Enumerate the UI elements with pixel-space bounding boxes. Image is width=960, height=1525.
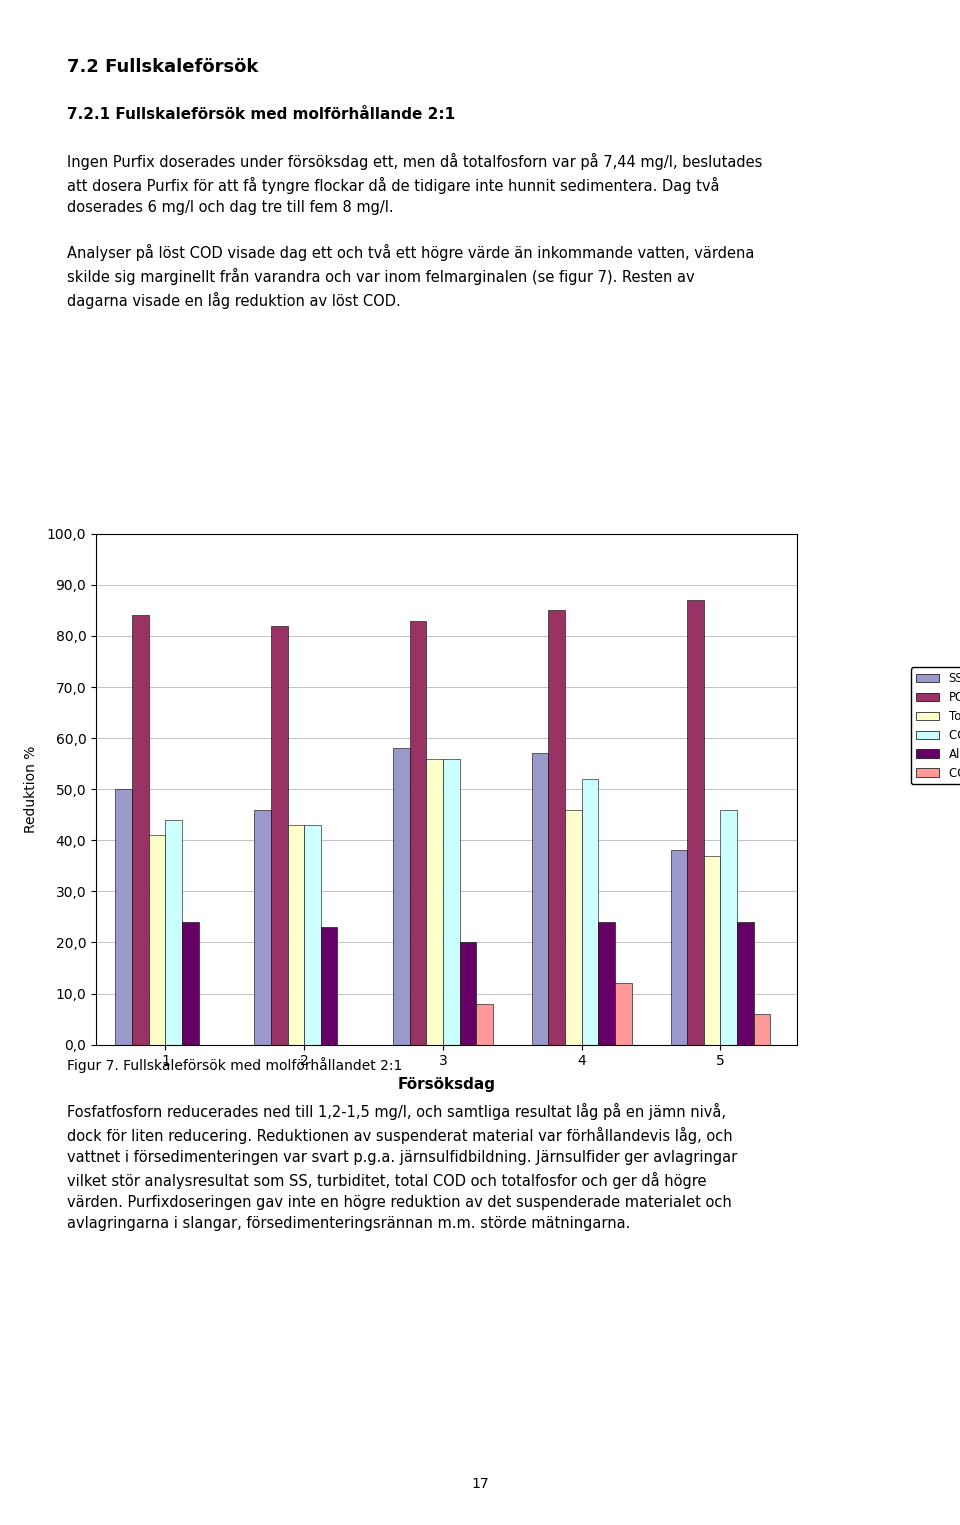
Bar [704, 856, 720, 1045]
Bar [754, 1014, 771, 1045]
Bar [737, 923, 754, 1045]
Bar [254, 810, 271, 1045]
Bar [271, 625, 287, 1045]
Bar [115, 790, 132, 1045]
Text: 17: 17 [471, 1478, 489, 1491]
Legend: SS, PO4-P, Totalfosfor, COD total, Alkalinitet, COD filt 0,45: SS, PO4-P, Totalfosfor, COD total, Alkal… [911, 668, 960, 784]
Bar [460, 942, 476, 1045]
Bar [182, 923, 199, 1045]
Bar [548, 610, 565, 1045]
Bar [426, 758, 443, 1045]
Bar [615, 984, 632, 1045]
Text: 7.2.1 Fullskaleförsök med molförhållande 2:1: 7.2.1 Fullskaleförsök med molförhållande… [67, 107, 455, 122]
Text: Fosfatfosforn reducerades ned till 1,2-1,5 mg/l, och samtliga resultat låg på en: Fosfatfosforn reducerades ned till 1,2-1… [67, 1103, 737, 1231]
Bar [410, 621, 426, 1045]
X-axis label: Försöksdag: Försöksdag [397, 1077, 495, 1092]
Bar [165, 820, 182, 1045]
Y-axis label: Reduktion %: Reduktion % [24, 746, 38, 833]
Bar [720, 810, 737, 1045]
Text: Figur 7. Fullskaleförsök med molförhållandet 2:1: Figur 7. Fullskaleförsök med molförhålla… [67, 1057, 402, 1072]
Bar [321, 927, 338, 1045]
Text: Analyser på löst COD visade dag ett och två ett högre värde än inkommande vatten: Analyser på löst COD visade dag ett och … [67, 244, 755, 310]
Bar [582, 779, 598, 1045]
Bar [532, 753, 548, 1045]
Bar [132, 616, 149, 1045]
Bar [287, 825, 304, 1045]
Text: Ingen Purfix doserades under försöksdag ett, men då totalfosforn var på 7,44 mg/: Ingen Purfix doserades under försöksdag … [67, 152, 762, 215]
Bar [149, 836, 165, 1045]
Bar [687, 601, 704, 1045]
Bar [598, 923, 615, 1045]
Bar [476, 1003, 492, 1045]
Text: 7.2 Fullskaleförsök: 7.2 Fullskaleförsök [67, 58, 258, 76]
Bar [565, 810, 582, 1045]
Bar [304, 825, 321, 1045]
Bar [670, 851, 687, 1045]
Bar [393, 749, 410, 1045]
Bar [443, 758, 460, 1045]
